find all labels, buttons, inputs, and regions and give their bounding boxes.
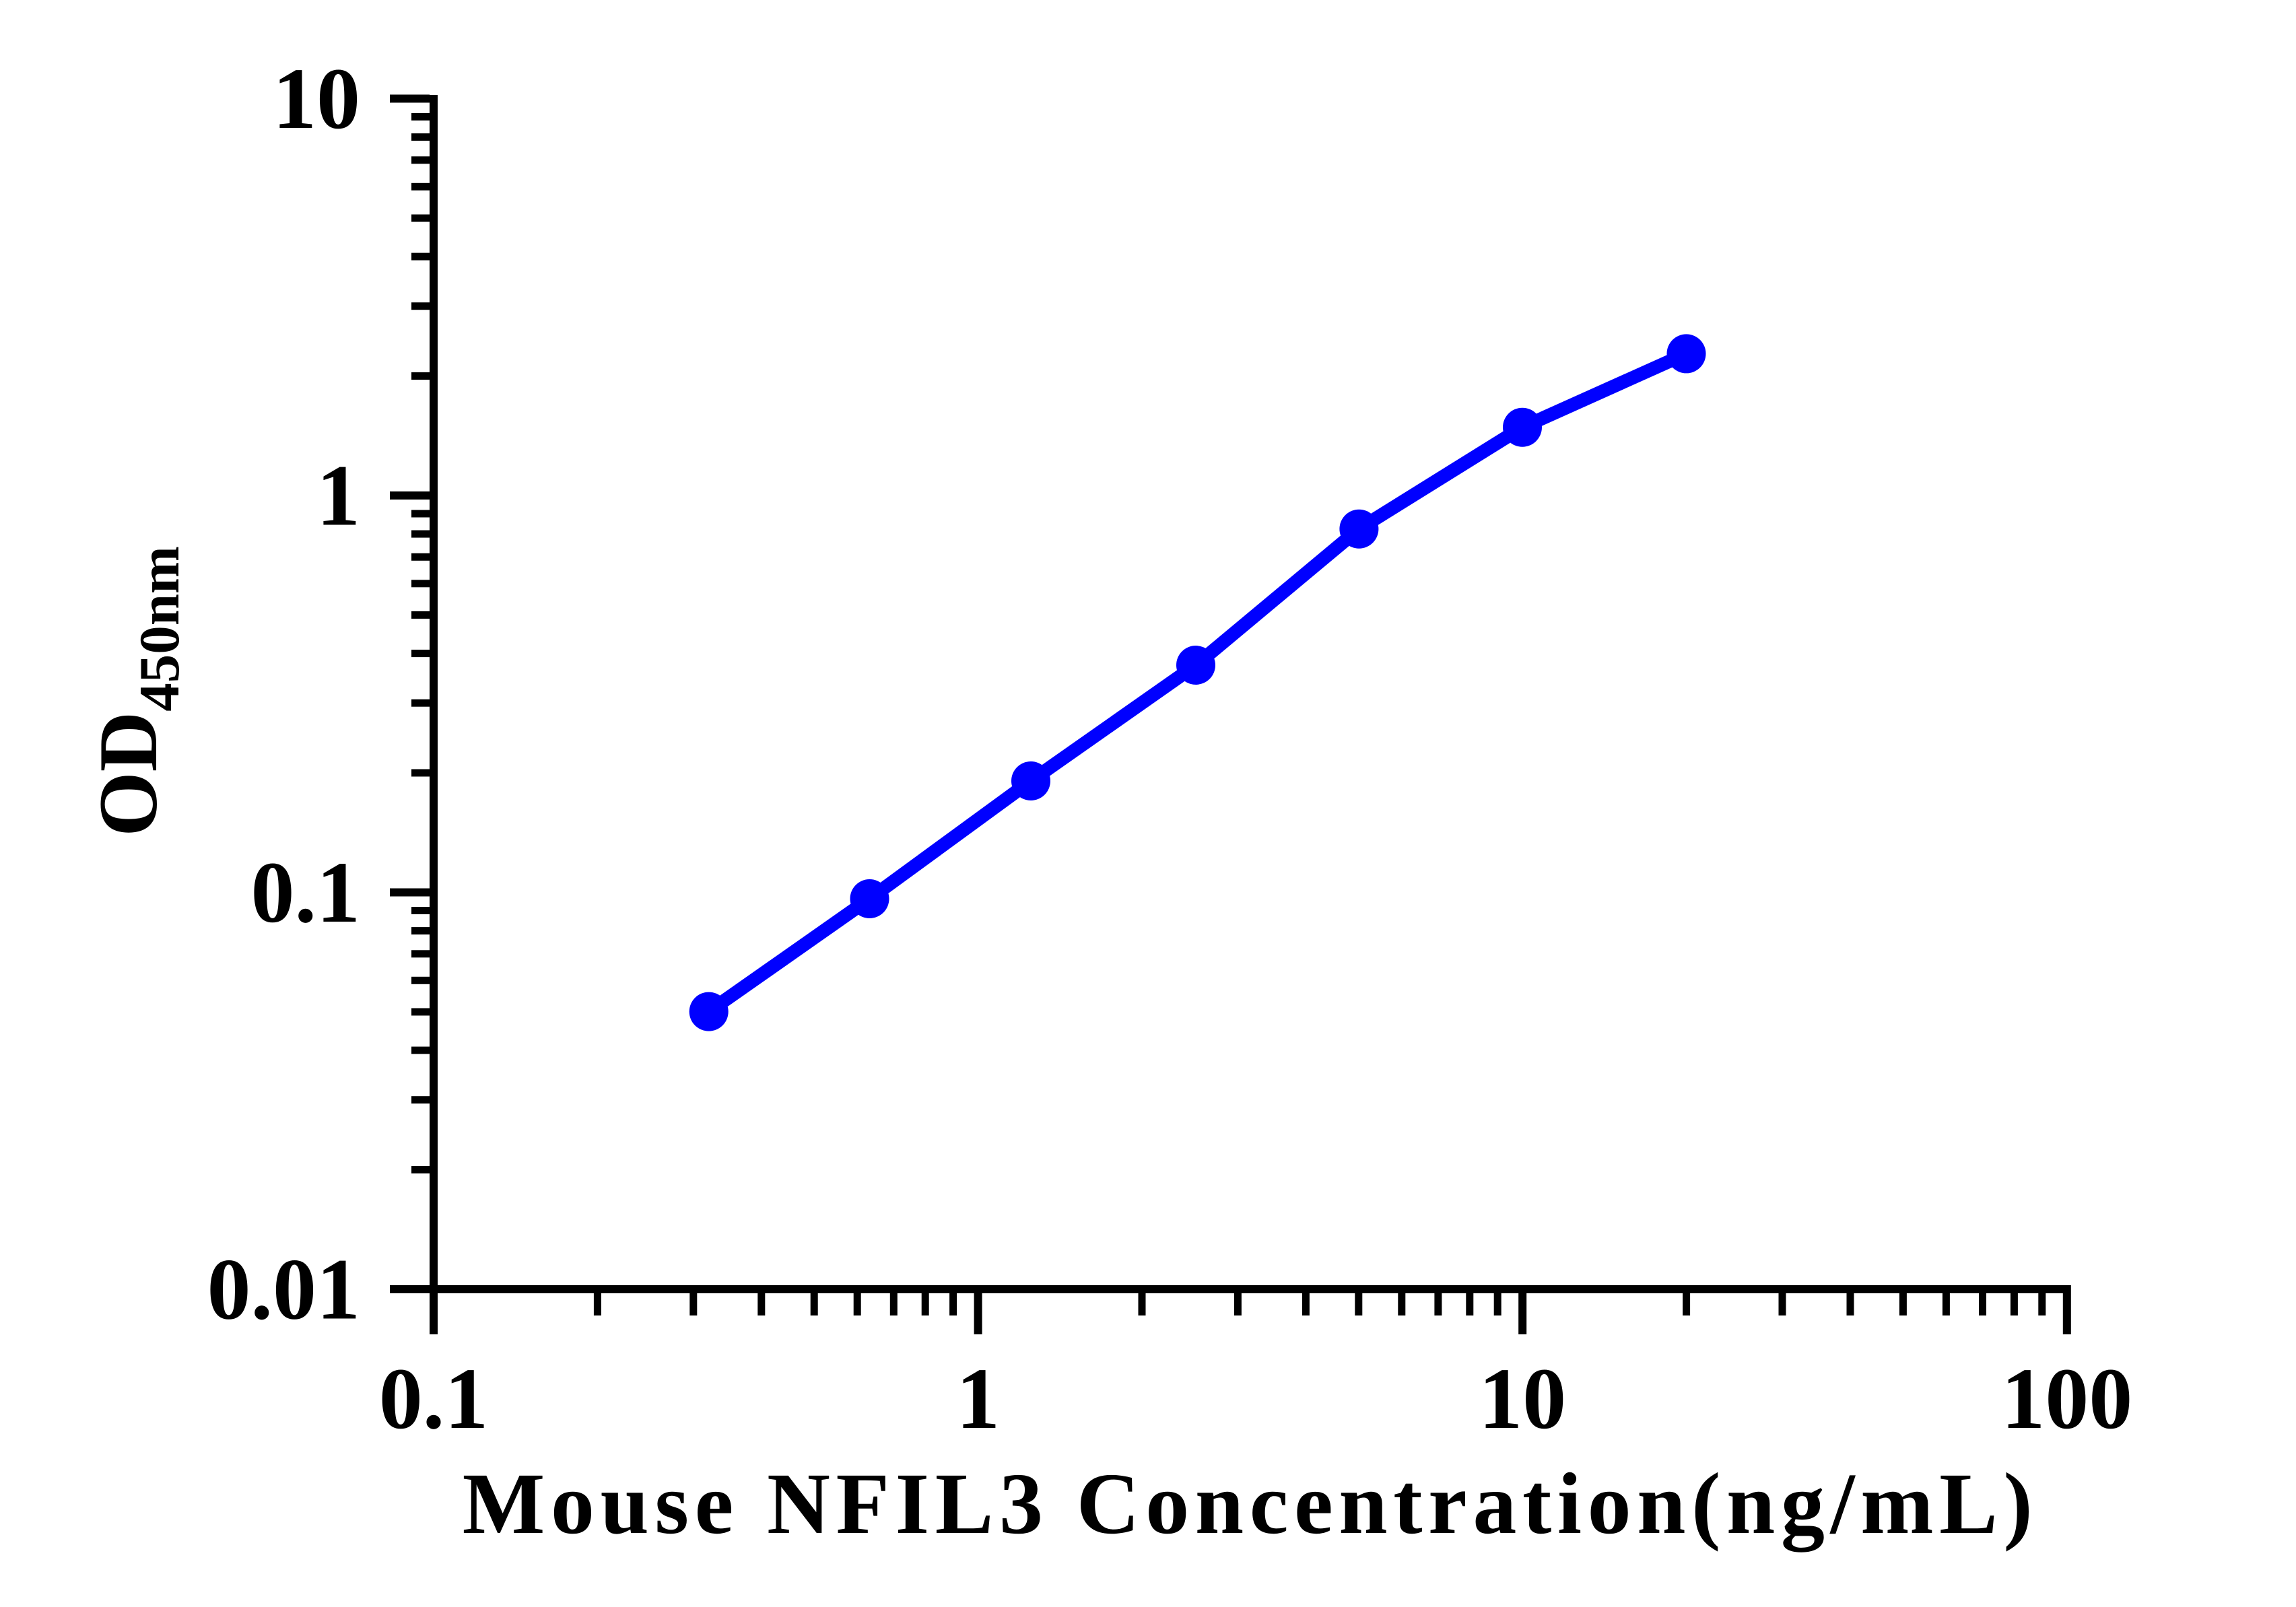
svg-text:0.1: 0.1	[379, 1350, 489, 1447]
svg-text:0.01: 0.01	[207, 1241, 361, 1338]
svg-text:1: 1	[316, 448, 360, 545]
svg-text:1: 1	[956, 1350, 1000, 1447]
svg-text:0.1: 0.1	[251, 844, 361, 941]
svg-text:Mouse NFIL3 Concentration(ng/m: Mouse NFIL3 Concentration(ng/mL)	[463, 1456, 2039, 1552]
svg-text:10: 10	[1479, 1350, 1566, 1447]
svg-text:10: 10	[273, 50, 360, 147]
svg-text:100: 100	[2001, 1350, 2132, 1447]
